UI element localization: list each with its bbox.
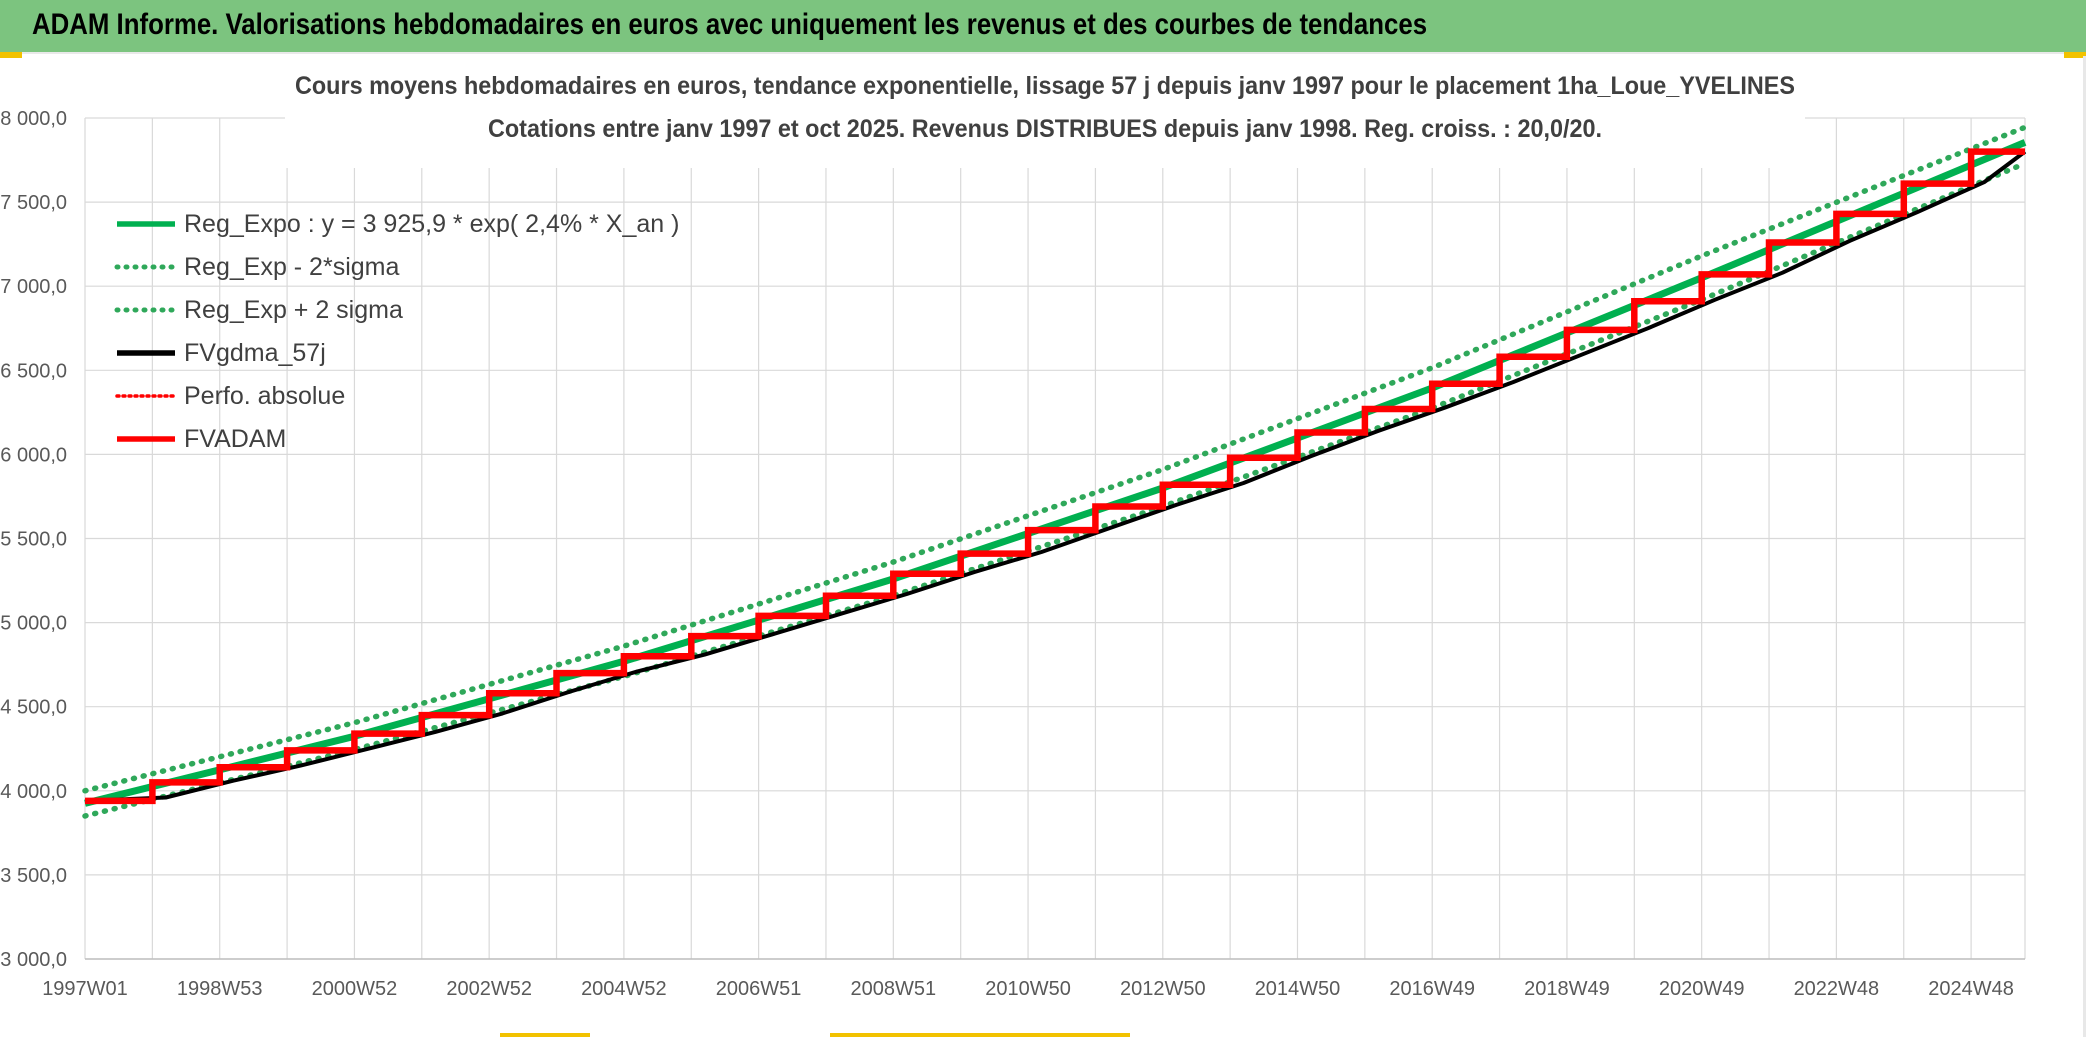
y-tick-label: 6 000,0: [0, 444, 67, 466]
chart-title-background: [285, 58, 1805, 168]
chart-title-line2: Cotations entre janv 1997 et oct 2025. R…: [488, 115, 1602, 143]
y-tick-label: 7 500,0: [0, 192, 67, 214]
y-tick-label: 4 500,0: [0, 697, 67, 719]
x-tick-label: 2004W52: [581, 978, 667, 1000]
corner-accent-left: [0, 52, 22, 58]
y-tick-label: 7 000,0: [0, 276, 67, 298]
x-tick-label: 2018W49: [1524, 978, 1610, 1000]
series-perfo-absolue: [85, 150, 2025, 803]
frame-right-border: [2083, 56, 2086, 1037]
legend: Reg_Expo : y = 3 925,9 * exp( 2,4% * X_a…: [114, 210, 679, 453]
chart-title-line1: Cours moyens hebdomadaires en euros, ten…: [295, 72, 1795, 100]
legend-label: Perfo. absolue: [184, 382, 345, 410]
chart-series: [82, 124, 2028, 819]
x-tick-label: 2016W49: [1389, 978, 1475, 1000]
gridlines: [84, 117, 2026, 960]
x-tick-label: 2022W48: [1794, 978, 1880, 1000]
x-tick-label: 2012W50: [1120, 978, 1206, 1000]
report-header-bar: ADAM Informe. Valorisations hebdomadaire…: [0, 0, 2086, 54]
x-tick-label: 2014W50: [1255, 978, 1341, 1000]
y-tick-label: 8 000,0: [0, 108, 67, 130]
x-tick-label: 1997W01: [42, 978, 128, 1000]
legend-label: Reg_Exp - 2*sigma: [184, 253, 399, 281]
x-tick-label: 2010W50: [985, 978, 1071, 1000]
x-tick-label: 2008W51: [851, 978, 937, 1000]
report-title: ADAM Informe. Valorisations hebdomadaire…: [32, 8, 1428, 41]
series-fvgdma-57j: [84, 149, 2027, 803]
bottom-accent-1: [500, 1033, 590, 1037]
chart: 8 000,0 7 500,0 7 000,0 6 500,0 6 000,0 5 500…: [0, 58, 2028, 1000]
y-tick-label: 3 500,0: [0, 865, 67, 887]
x-tick-label: 1998W53: [177, 978, 263, 1000]
chart-title-block: Cours moyens hebdomadaires en euros, ten…: [285, 58, 1805, 168]
legend-label: Reg_Exp + 2 sigma: [184, 296, 403, 324]
x-tick-label: 2002W52: [446, 978, 532, 1000]
y-tick-label: 5 500,0: [0, 529, 67, 551]
legend-label: FVADAM: [184, 425, 286, 453]
y-tick-label: 4 000,0: [0, 781, 67, 803]
series-fvadam: [85, 148, 2025, 805]
series-reg-plus-2sigma: [82, 124, 2028, 794]
legend-label: FVgdma_57j: [184, 339, 326, 367]
x-tick-label: 2006W51: [716, 978, 802, 1000]
y-tick-label: 6 500,0: [0, 360, 67, 382]
y-tick-label: 3 000,0: [0, 949, 67, 971]
bottom-accent-2: [830, 1033, 1130, 1037]
x-tick-label: 2024W48: [1928, 978, 2014, 1000]
corner-accent-right: [2064, 52, 2086, 58]
x-tick-label: 2020W49: [1659, 978, 1745, 1000]
legend-label: Reg_Expo : y = 3 925,9 * exp( 2,4% * X_a…: [184, 210, 679, 238]
x-axis-ticks: 1997W01 1998W53 2000W52 2002W52 2004W52 2006W…: [42, 978, 2014, 1000]
y-tick-label: 5 000,0: [0, 613, 67, 635]
y-axis-ticks: 8 000,0 7 500,0 7 000,0 6 500,0 6 000,0 5 500…: [0, 108, 67, 971]
x-tick-label: 2000W52: [312, 978, 398, 1000]
